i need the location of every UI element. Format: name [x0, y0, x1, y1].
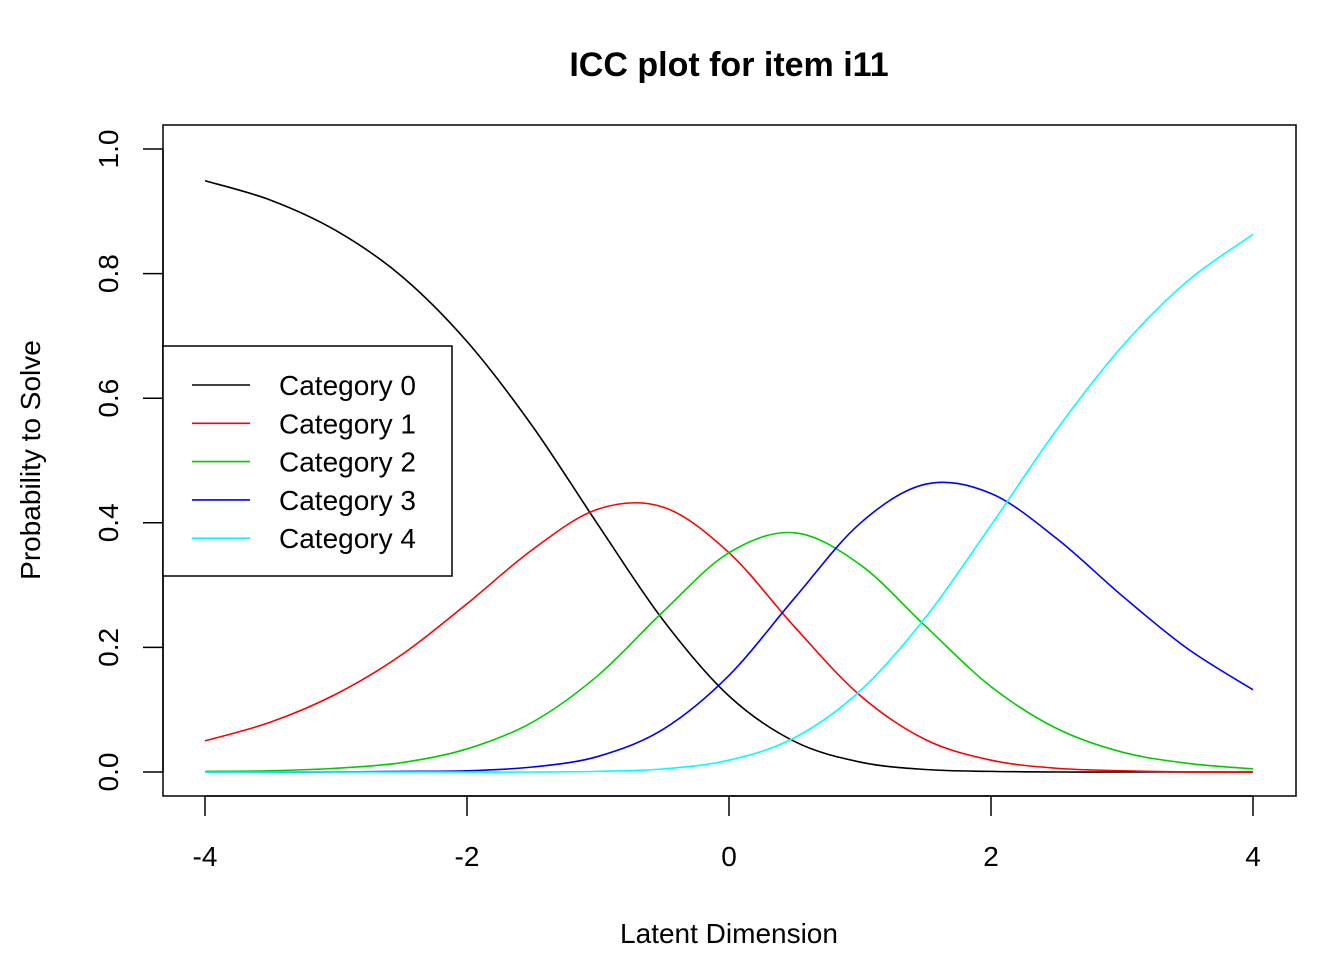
legend-label: Category 0 — [279, 370, 416, 401]
x-tick-label: -4 — [193, 841, 218, 872]
y-tick-label: 0.2 — [93, 628, 124, 667]
chart-title: ICC plot for item i11 — [569, 46, 888, 84]
y-tick-label: 0.8 — [93, 254, 124, 293]
x-tick-label: 0 — [721, 841, 737, 872]
x-axis-label: Latent Dimension — [620, 918, 838, 949]
series-line-category-2 — [204, 531, 1254, 773]
series-line-category-0 — [204, 180, 1253, 773]
legend: Category 0 Category 1 Category 2 Category 3… — [162, 345, 453, 577]
y-tick-label: 0.4 — [93, 503, 124, 542]
series-line-category-4 — [205, 233, 1254, 773]
legend-label: Category 2 — [279, 447, 416, 478]
legend-label: Category 4 — [279, 523, 416, 554]
y-tick-label: 0.6 — [93, 379, 124, 418]
x-tick-label: -2 — [455, 841, 480, 872]
legend-label: Category 1 — [279, 408, 416, 439]
x-tick-label: 4 — [1245, 841, 1261, 872]
y-axis: 0.0 0.2 0.4 0.6 0.8 1.0 — [93, 130, 164, 792]
x-tick-label: 2 — [983, 841, 999, 872]
x-axis: -4 -2 0 2 4 — [193, 795, 1261, 872]
y-axis-label: Probability to Solve — [15, 340, 46, 580]
series-lines — [204, 180, 1254, 773]
legend-label: Category 3 — [279, 485, 416, 516]
y-tick-label: 1.0 — [93, 130, 124, 169]
y-tick-label: 0.0 — [93, 753, 124, 792]
